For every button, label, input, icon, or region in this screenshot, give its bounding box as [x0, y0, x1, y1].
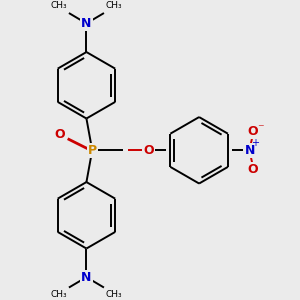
Text: O: O [247, 125, 258, 138]
Text: CH₃: CH₃ [105, 290, 122, 299]
Text: CH₃: CH₃ [51, 1, 68, 10]
Text: +: + [251, 138, 259, 148]
Text: O: O [143, 144, 154, 157]
Text: O: O [54, 128, 65, 141]
Text: N: N [81, 271, 92, 284]
Text: P: P [88, 144, 97, 157]
Text: CH₃: CH₃ [51, 290, 68, 299]
Text: N: N [244, 144, 255, 157]
Text: N: N [81, 17, 92, 30]
Text: ⁻: ⁻ [257, 122, 264, 135]
Text: O: O [247, 163, 258, 176]
Text: CH₃: CH₃ [105, 1, 122, 10]
